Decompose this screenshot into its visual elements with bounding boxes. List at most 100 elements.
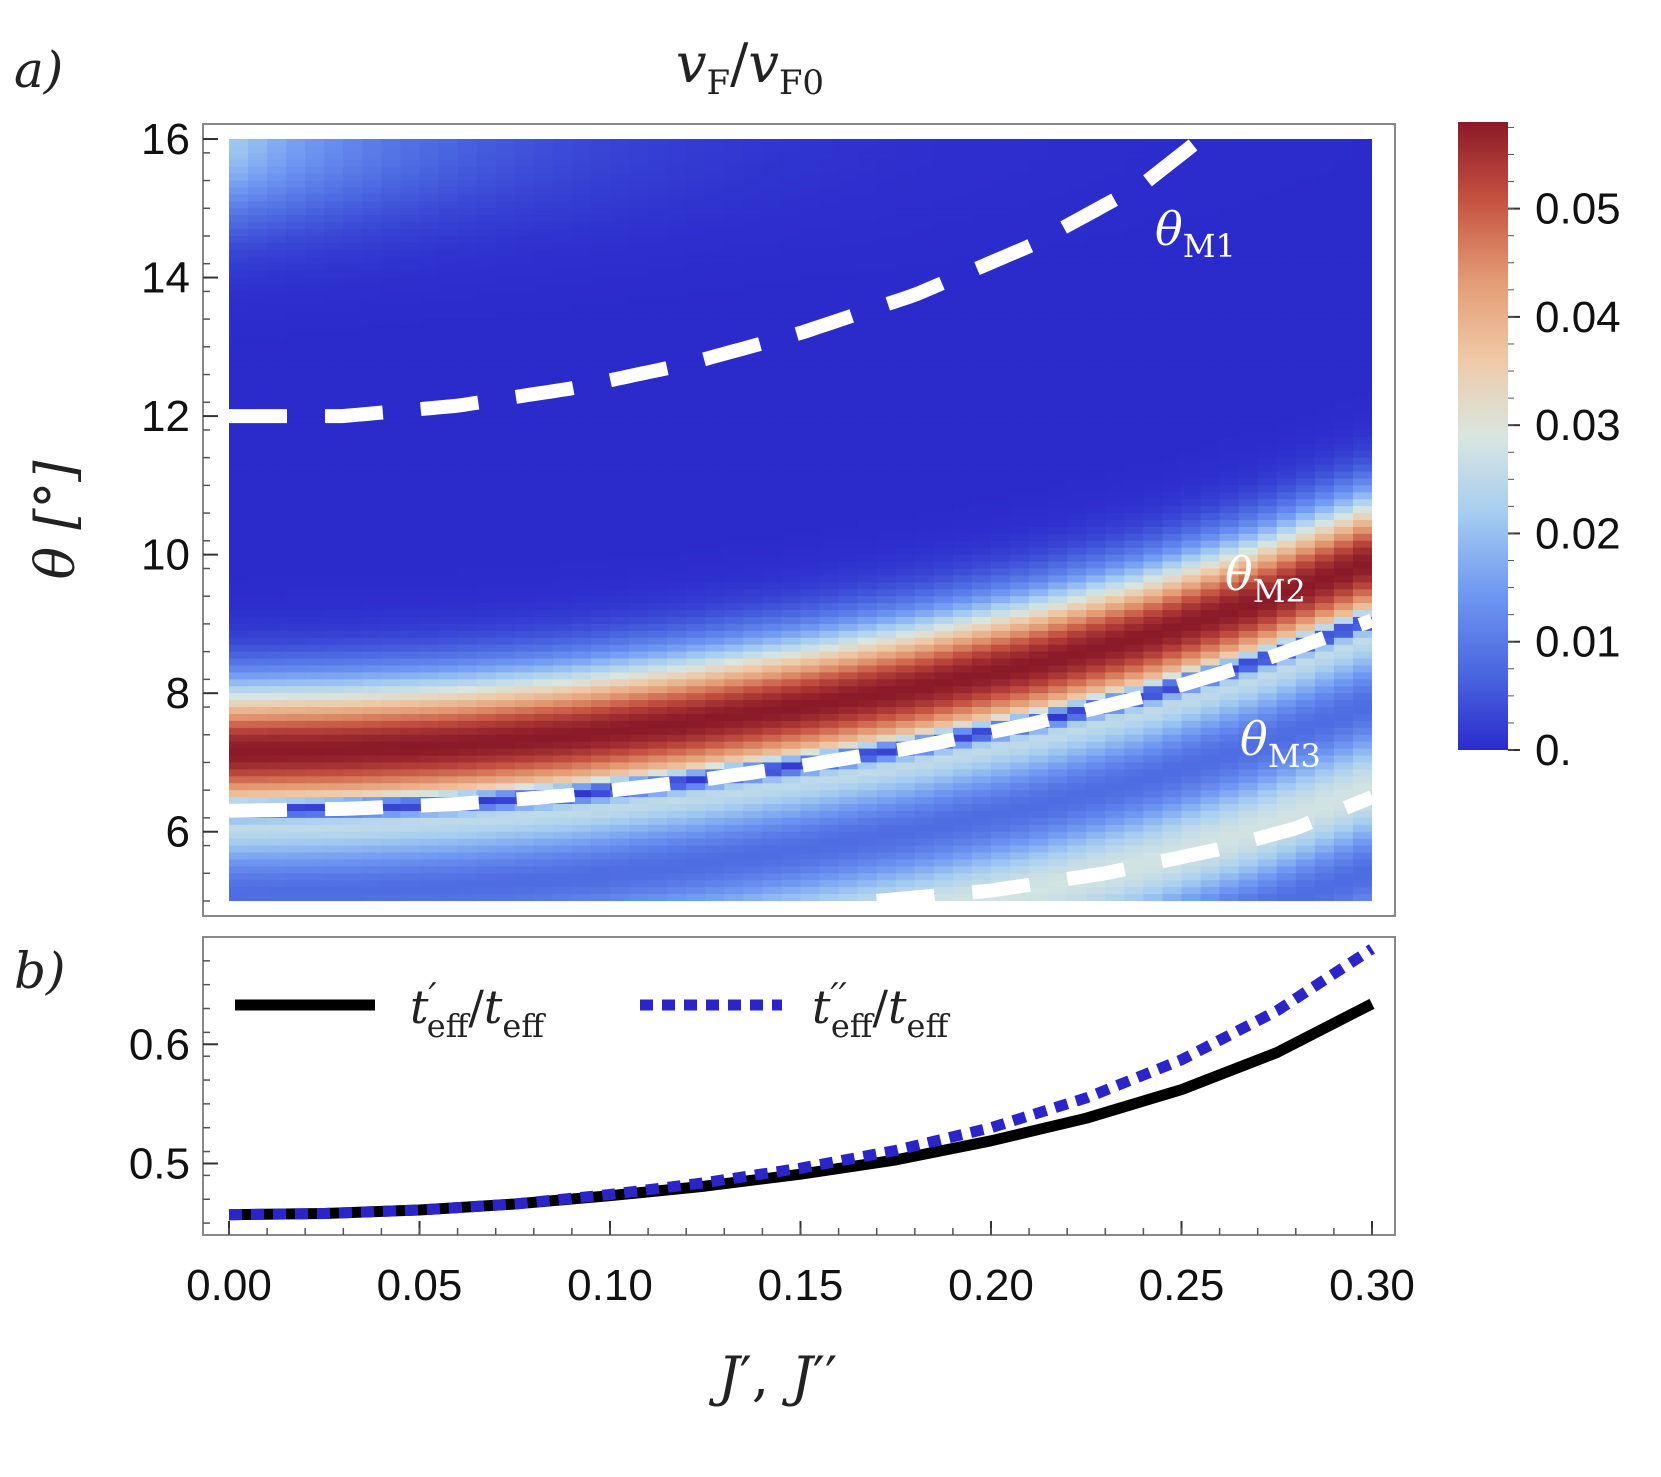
heatmap-cell [1010, 513, 1030, 521]
heatmap-cell [952, 513, 973, 521]
heatmap-cell [914, 319, 935, 327]
heatmap-cell [762, 339, 783, 348]
heatmap-cell [952, 637, 973, 646]
heatmap-cell [952, 540, 973, 549]
heatmap-cell [362, 880, 382, 888]
heatmap-cell [305, 783, 325, 791]
heatmap-cell [667, 381, 687, 389]
heatmap-cell [1048, 873, 1068, 881]
heatmap-cell [610, 672, 630, 680]
heatmap-cell [933, 568, 954, 577]
heatmap-cell [343, 610, 363, 618]
heatmap-cell [324, 429, 344, 438]
heatmap-cell [743, 450, 763, 459]
heatmap-cell [533, 672, 554, 680]
heatmap-cell [971, 658, 992, 667]
heatmap-cell [610, 360, 630, 369]
heatmap-cell [229, 533, 249, 542]
heatmap-cell [933, 443, 954, 452]
heatmap-cell [476, 284, 497, 292]
heatmap-cell [857, 686, 878, 694]
heatmap-cell [305, 159, 325, 168]
heatmap-cell [1067, 270, 1087, 279]
heatmap-cell [876, 270, 897, 279]
heatmap-cell [305, 242, 325, 251]
heatmap-cell [857, 159, 878, 168]
heatmap-cell [1048, 707, 1068, 715]
heatmap-cell [571, 672, 592, 680]
heatmap-cell [400, 416, 421, 424]
heatmap-cell [457, 464, 478, 473]
heatmap-cell [476, 734, 497, 743]
heatmap-cell [286, 429, 306, 438]
heatmap-cell [1029, 201, 1049, 209]
heatmap-cell [438, 229, 459, 237]
heatmap-cell [800, 270, 821, 279]
heatmap-cell [781, 637, 802, 646]
heatmap-cell [248, 139, 268, 147]
heatmap-cell [381, 353, 402, 362]
heatmap-cell [610, 478, 630, 486]
heatmap-cell [914, 700, 935, 708]
heatmap-cell [991, 520, 1011, 528]
heatmap-cell [762, 838, 783, 847]
heatmap-cell [381, 263, 402, 272]
heatmap-cell [971, 485, 992, 493]
heatmap-cell [762, 727, 783, 736]
heatmap-cell [648, 416, 668, 424]
heatmap-cell [286, 526, 306, 535]
heatmap-cell [762, 159, 783, 168]
heatmap-cell [362, 672, 382, 680]
heatmap-cell [248, 506, 268, 514]
heatmap-cell [629, 513, 649, 521]
heatmap-cell [876, 561, 897, 570]
heatmap-cell [381, 693, 402, 701]
heatmap-cell [876, 776, 897, 784]
heatmap-cell [324, 589, 344, 597]
heatmap-cell [743, 353, 763, 362]
heatmap-cell [838, 436, 859, 445]
heatmap-cell [800, 845, 821, 854]
heatmap-cell [952, 693, 973, 701]
heatmap-cell [324, 173, 344, 182]
heatmap-cell [267, 880, 287, 888]
heatmap-cell [476, 755, 497, 764]
heatmap-cell [343, 208, 363, 216]
heatmap-cell [667, 582, 687, 590]
heatmap-cell [762, 679, 783, 687]
heatmap-cell [876, 429, 897, 438]
heatmap-cell [381, 152, 402, 161]
heatmap-cell [533, 734, 554, 743]
heatmap-cell [362, 769, 382, 777]
heatmap-cell [457, 346, 478, 355]
heatmap-cell [286, 554, 306, 563]
heatmap-cell [1048, 457, 1068, 466]
heatmap-cell [381, 831, 402, 840]
heatmap-cell [971, 353, 992, 362]
heatmap-cell [819, 810, 840, 819]
heatmap-cell [305, 776, 325, 784]
heatmap-cell [248, 436, 268, 445]
heatmap-cell [876, 159, 897, 168]
heatmap-cell [1048, 596, 1068, 604]
heatmap-cell [762, 651, 783, 660]
heatmap-cell [1086, 263, 1106, 272]
heatmap-cell [1086, 277, 1106, 286]
heatmap-cell [667, 672, 687, 680]
heatmap-cell [343, 436, 363, 445]
heatmap-cell [991, 776, 1011, 784]
heatmap-cell [762, 623, 783, 632]
heatmap-cell [933, 194, 954, 202]
heatmap-cell [476, 748, 497, 757]
heatmap-cell [971, 561, 992, 570]
heatmap-cell [667, 443, 687, 452]
heatmap-cell [495, 374, 516, 383]
heatmap-cell [876, 499, 897, 507]
heatmap-cell [457, 679, 478, 687]
heatmap-cell [476, 402, 497, 410]
heatmap-cell [1048, 298, 1068, 306]
heatmap-cell [286, 284, 306, 292]
heatmap-cell [1048, 242, 1068, 251]
heatmap-cell [629, 596, 649, 604]
heatmap-cell [838, 229, 859, 237]
